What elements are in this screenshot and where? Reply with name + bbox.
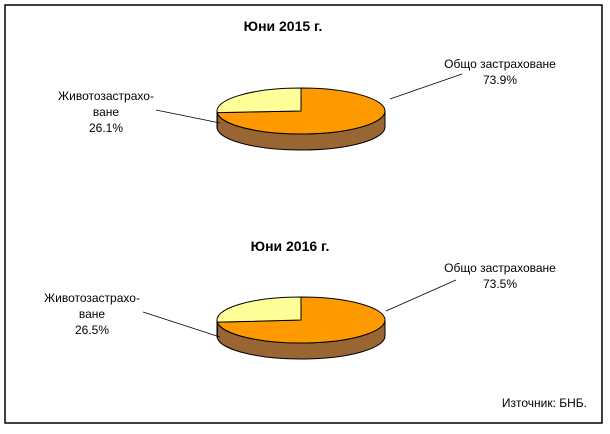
pie2-life-label-line2: ване [79,307,106,321]
pie2-leader-life [142,311,221,338]
pie2-life-label-line1: Животозастрахо- [44,291,140,305]
pie1-leader-life [155,109,221,124]
pie1-life-value: 26.1% [89,121,123,135]
pie1-general-label: Общо застраховане [444,57,556,71]
pie2-graphic [216,296,386,360]
pie1-graphic [216,87,386,151]
pie1-life-slice [216,87,302,114]
pie2-life-slice [216,296,302,323]
source-note: Източник: БНБ. [502,396,587,410]
pie1-leader-general [389,73,463,100]
pie1-general-value: 73.9% [483,73,517,87]
pie2-life-value: 26.5% [75,323,109,337]
pie1-title: Юни 2015 г. [244,18,323,34]
pie2-general-label: Общо застраховане [444,261,556,275]
pie1-life-label-line1: Животозастрахо- [58,89,154,103]
pie2-title: Юни 2016 г. [251,238,330,254]
pie1-life-label-line2: ване [93,105,120,119]
pie2-general-value: 73.5% [483,277,517,291]
pie2-leader-general [385,279,457,312]
